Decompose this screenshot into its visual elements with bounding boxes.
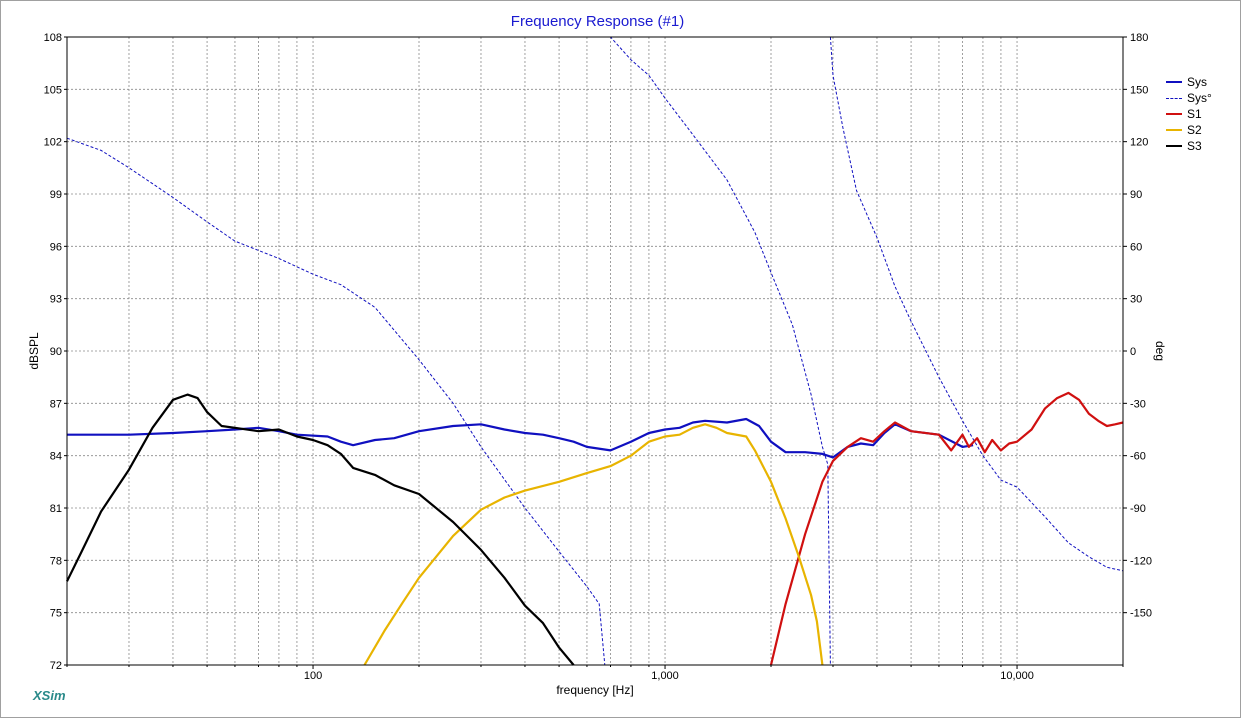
legend-swatch: [1166, 129, 1182, 131]
legend-swatch: [1166, 81, 1182, 83]
y2-tick-label: 120: [1130, 137, 1148, 149]
y-tick-label: 105: [44, 84, 62, 96]
y-tick-label: 108: [44, 32, 62, 44]
y-tick-label: 99: [50, 189, 62, 201]
legend-entry: S2: [1166, 122, 1212, 138]
series-line-s3: [66, 393, 575, 666]
y2-tick-label: 60: [1130, 241, 1142, 253]
legend-entry: S1: [1166, 106, 1212, 122]
legend-entry: Sys: [1166, 74, 1212, 90]
series-line-s2: [363, 423, 824, 666]
y-tick-label: 102: [44, 137, 62, 149]
chart-legend: Sys Sys° S1 S2 S3: [1166, 74, 1212, 154]
y2-tick-label: -30: [1130, 398, 1146, 410]
y2-tick-label: 30: [1130, 294, 1142, 306]
legend-label: Sys: [1187, 75, 1208, 89]
x-tick-label: 100: [304, 670, 322, 682]
y2-tick-label: -60: [1130, 451, 1146, 463]
legend-label: Sys°: [1187, 91, 1212, 105]
y2-tick-label: -90: [1130, 503, 1146, 515]
series-line-sys: [66, 36, 1124, 666]
y2-tick-label: 0: [1130, 346, 1136, 358]
y-tick-label: 93: [50, 294, 62, 306]
y-tick-label: 96: [50, 241, 62, 253]
y2-tick-label: 180: [1130, 32, 1148, 44]
legend-entry: S3: [1166, 138, 1212, 154]
y-tick-label: 72: [50, 660, 62, 672]
y2-axis-label: deg: [1153, 340, 1167, 362]
legend-swatch: [1166, 145, 1182, 147]
legend-swatch: [1166, 113, 1182, 115]
y2-tick-label: -120: [1130, 555, 1152, 567]
y2-tick-label: 150: [1130, 84, 1148, 96]
legend-entry: Sys°: [1166, 90, 1212, 106]
legend-swatch: [1166, 97, 1182, 99]
y-tick-label: 87: [50, 398, 62, 410]
legend-label: S2: [1187, 123, 1202, 137]
y-tick-label: 90: [50, 346, 62, 358]
y2-tick-label: 90: [1130, 189, 1142, 201]
y-axis-label: dBSPL: [27, 332, 41, 370]
x-tick-label: 1,000: [651, 670, 679, 682]
x-axis-label: frequency [Hz]: [556, 683, 634, 697]
y-tick-label: 84: [50, 451, 62, 463]
legend-label: S1: [1187, 107, 1202, 121]
y2-tick-label: -150: [1130, 608, 1152, 620]
y-tick-label: 78: [50, 555, 62, 567]
x-tick-label: 10,000: [1000, 670, 1034, 682]
xsim-logo: XSim: [33, 688, 66, 703]
chart-title: Frequency Response (#1): [510, 13, 685, 30]
y-tick-label: 75: [50, 608, 62, 620]
y-tick-label: 81: [50, 503, 62, 515]
series-line-s1: [769, 391, 1124, 666]
legend-label: S3: [1187, 139, 1202, 153]
series-line-sys: [67, 417, 974, 459]
